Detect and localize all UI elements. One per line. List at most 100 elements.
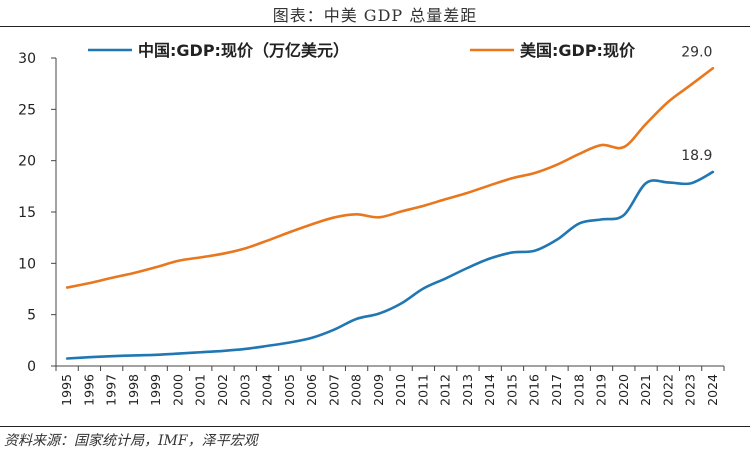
- legend-label-china: 中国:GDP:现价（万亿美元）: [138, 41, 349, 60]
- data-point-china: [534, 250, 536, 252]
- data-point-usa: [200, 256, 202, 258]
- data-point-usa: [556, 163, 558, 165]
- end-label-usa: 29.0: [681, 44, 712, 60]
- data-point-china: [511, 251, 513, 253]
- data-point-china: [623, 214, 625, 216]
- data-point-china: [467, 267, 469, 269]
- data-point-china: [66, 357, 68, 359]
- y-tick-label: 25: [18, 102, 36, 118]
- data-point-usa: [133, 272, 135, 274]
- data-point-china: [378, 312, 380, 314]
- data-point-china: [289, 341, 291, 343]
- data-point-china: [489, 257, 491, 259]
- data-point-china: [244, 348, 246, 350]
- data-point-china: [133, 354, 135, 356]
- data-point-usa: [266, 239, 268, 241]
- x-tick-label: 2003: [237, 374, 252, 406]
- series-line-china: [65, 170, 715, 360]
- x-tick-label: 2001: [193, 374, 208, 406]
- data-point-china: [355, 318, 357, 320]
- x-tick-label: 2019: [594, 374, 609, 406]
- data-point-usa: [645, 123, 647, 125]
- data-point-china: [200, 351, 202, 353]
- x-tick-label: 2004: [260, 374, 275, 406]
- x-tick-label: 1997: [104, 374, 119, 406]
- x-tick-label: 1999: [148, 374, 163, 406]
- data-point-china: [444, 277, 446, 279]
- x-tick-label: 2013: [460, 374, 475, 406]
- data-point-usa: [400, 210, 402, 212]
- data-point-usa: [600, 144, 602, 146]
- x-tick-label: 1998: [126, 374, 141, 406]
- data-point-usa: [689, 84, 691, 86]
- x-tick-label: 2021: [638, 374, 653, 406]
- data-point-usa: [333, 216, 335, 218]
- data-point-usa: [578, 153, 580, 155]
- data-point-china: [222, 350, 224, 352]
- x-tick-label: 2018: [571, 374, 586, 406]
- x-tick-label: 1995: [59, 374, 74, 406]
- series-line-usa: [65, 66, 715, 289]
- x-tick-label: 2010: [393, 374, 408, 406]
- bottom-rule: [0, 426, 750, 427]
- x-tick-label: 2022: [660, 374, 675, 406]
- y-tick-label: 5: [27, 308, 36, 324]
- x-tick-label: 2017: [549, 374, 564, 406]
- x-tick-label: 2016: [527, 374, 542, 406]
- y-tick-label: 30: [18, 51, 36, 67]
- x-tick-label: 2024: [705, 374, 720, 406]
- x-tick-label: 2012: [438, 374, 453, 406]
- x-tick-label: 2006: [304, 374, 319, 406]
- x-tick-label: 2014: [482, 374, 497, 406]
- x-tick-label: 2020: [616, 374, 631, 406]
- x-tick-label: 2005: [282, 374, 297, 406]
- data-point-usa: [311, 223, 313, 225]
- y-tick-label: 20: [18, 154, 36, 170]
- data-point-usa: [444, 198, 446, 200]
- data-point-china: [689, 182, 691, 184]
- y-tick-label: 10: [18, 256, 36, 272]
- data-point-china: [556, 238, 558, 240]
- data-point-usa: [244, 247, 246, 249]
- data-point-usa: [110, 277, 112, 279]
- data-point-china: [311, 337, 313, 339]
- data-point-china: [333, 328, 335, 330]
- data-point-china: [266, 345, 268, 347]
- data-point-china: [645, 182, 647, 184]
- source-note: 资料来源：国家统计局，IMF，泽平宏观: [4, 433, 258, 449]
- x-tick-label: 2009: [371, 374, 386, 406]
- data-point-china: [155, 354, 157, 356]
- data-point-usa: [155, 266, 157, 268]
- data-point-usa: [422, 205, 424, 207]
- data-point-usa: [355, 213, 357, 215]
- data-point-usa: [667, 101, 669, 103]
- data-point-usa: [489, 184, 491, 186]
- data-point-china: [88, 356, 90, 358]
- x-tick-label: 2023: [683, 374, 698, 406]
- data-point-usa: [467, 191, 469, 193]
- data-point-usa: [88, 282, 90, 284]
- figure-title: 图表：中美 GDP 总量差距: [272, 6, 478, 25]
- data-point-usa: [378, 216, 380, 218]
- y-tick-label: 0: [27, 359, 36, 375]
- data-point-china: [422, 287, 424, 289]
- data-point-usa: [534, 172, 536, 174]
- data-point-china: [177, 352, 179, 354]
- data-point-usa: [712, 67, 714, 69]
- legend-label-usa: 美国:GDP:现价: [520, 41, 636, 60]
- data-point-usa: [177, 260, 179, 262]
- x-tick-label: 2008: [349, 374, 364, 406]
- x-tick-label: 1996: [81, 374, 96, 406]
- data-point-usa: [511, 177, 513, 179]
- x-tick-label: 2011: [415, 374, 430, 406]
- x-tick-label: 2007: [326, 374, 341, 406]
- x-tick-label: 2015: [504, 374, 519, 406]
- y-tick-label: 15: [18, 205, 36, 221]
- data-point-china: [578, 222, 580, 224]
- gdp-line-chart: 0 5 10 15 20 25 30 1995 1996 1997 1998 1999 2000 2001…: [18, 41, 725, 406]
- x-tick-label: 2002: [215, 374, 230, 406]
- data-point-usa: [623, 146, 625, 148]
- end-label-china: 18.9: [681, 148, 712, 164]
- data-point-china: [400, 302, 402, 304]
- data-point-china: [110, 355, 112, 357]
